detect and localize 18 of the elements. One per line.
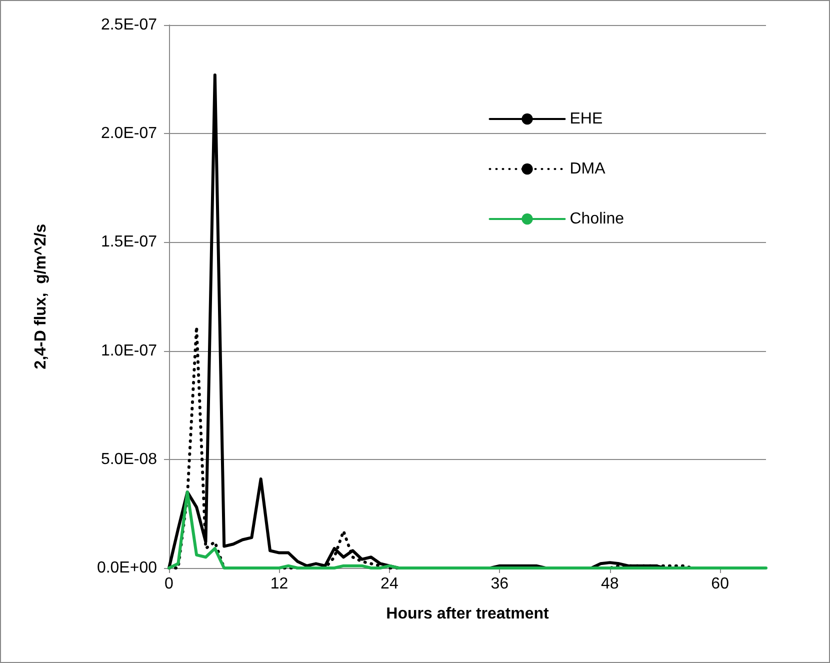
y-tick-label: 0.0E+00 — [96, 560, 158, 576]
y-tick-label: 1.5E-07 — [100, 234, 158, 251]
line-series — [168, 490, 768, 570]
y-axis-title: 2,4-D flux, g/m^2/s — [32, 224, 50, 370]
x-tick-label: 12 — [270, 576, 288, 592]
y-tick-label: 2.0E-07 — [100, 125, 158, 142]
x-tick-label: 0 — [164, 576, 174, 592]
x-tick-label: 48 — [600, 576, 619, 592]
x-tick-label: 36 — [490, 576, 509, 592]
legend-label: EHE — [570, 110, 603, 128]
x-axis-title: Hours after treatment — [386, 606, 550, 622]
y-tick-label: 5.0E-08 — [100, 450, 158, 468]
legend-label: Choline — [570, 210, 624, 228]
x-tick-label: 60 — [711, 576, 730, 592]
legend-label: DMA — [570, 160, 606, 178]
y-tick-label: 2.5E-07 — [100, 16, 158, 34]
x-tick-label: 24 — [380, 576, 398, 592]
y-tick-label: 1.0E-07 — [100, 342, 158, 360]
